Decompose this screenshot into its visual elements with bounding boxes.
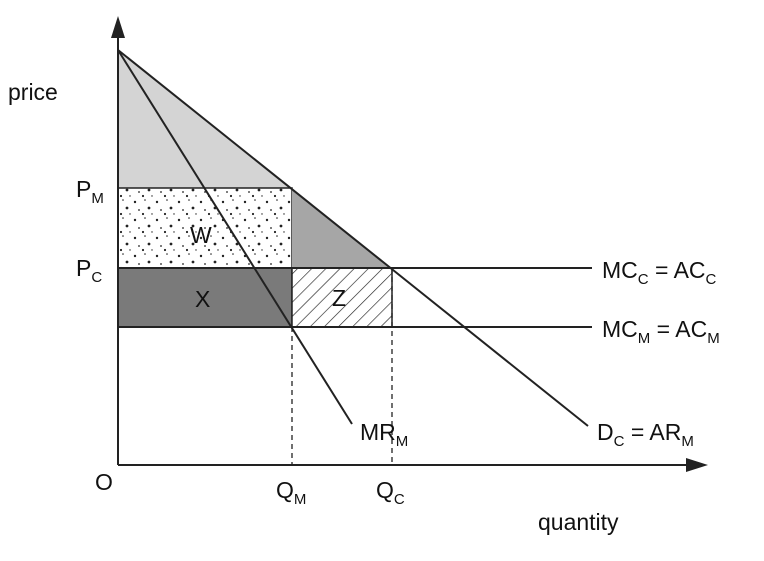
x-axis-label: quantity xyxy=(538,509,619,535)
area-label: W xyxy=(190,222,212,248)
label: MCM = ACM xyxy=(602,316,720,347)
label: DC = ARM xyxy=(597,419,694,450)
label-part: M xyxy=(681,433,694,450)
label-part: C xyxy=(638,271,649,288)
y-axis-label: price xyxy=(8,79,58,105)
label-part: = AC xyxy=(650,316,707,342)
label-part: C xyxy=(91,269,102,286)
areas xyxy=(117,50,393,328)
label-part: Q xyxy=(276,477,294,503)
y-arrow xyxy=(111,16,125,38)
label: QC xyxy=(376,477,405,508)
mr-line xyxy=(117,49,353,425)
label: MCC = ACC xyxy=(602,257,717,288)
label: MRM xyxy=(360,419,408,450)
label-part: M xyxy=(638,330,651,347)
demand-line xyxy=(117,49,589,427)
label-part: MC xyxy=(602,257,638,283)
label-part: M xyxy=(91,190,104,207)
label-part: M xyxy=(707,330,720,347)
label-part: P xyxy=(76,255,91,281)
area-label: Z xyxy=(332,285,346,311)
label-part: = AR xyxy=(624,419,681,445)
label-part: M xyxy=(396,433,409,450)
label-part: M xyxy=(294,491,307,508)
label-part: MC xyxy=(602,316,638,342)
label-part: C xyxy=(394,491,405,508)
label-part: C xyxy=(706,271,717,288)
label-part: D xyxy=(597,419,614,445)
label: PM xyxy=(76,176,104,207)
label-part: P xyxy=(76,176,91,202)
label: PC xyxy=(76,255,102,286)
label: QM xyxy=(276,477,306,508)
origin-label: O xyxy=(95,469,113,495)
x-arrow xyxy=(686,458,708,472)
area-label: X xyxy=(195,286,210,312)
label-part: = AC xyxy=(649,257,706,283)
label-part: C xyxy=(614,433,625,450)
label-part: MR xyxy=(360,419,396,445)
area-z xyxy=(291,267,393,328)
label-part: Q xyxy=(376,477,394,503)
lines xyxy=(117,30,690,466)
